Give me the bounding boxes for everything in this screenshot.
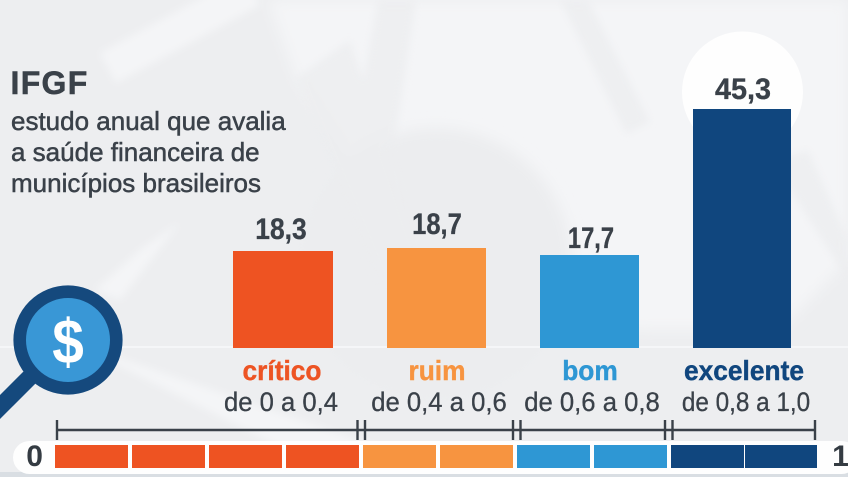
svg-text:$: $ [52, 307, 84, 377]
